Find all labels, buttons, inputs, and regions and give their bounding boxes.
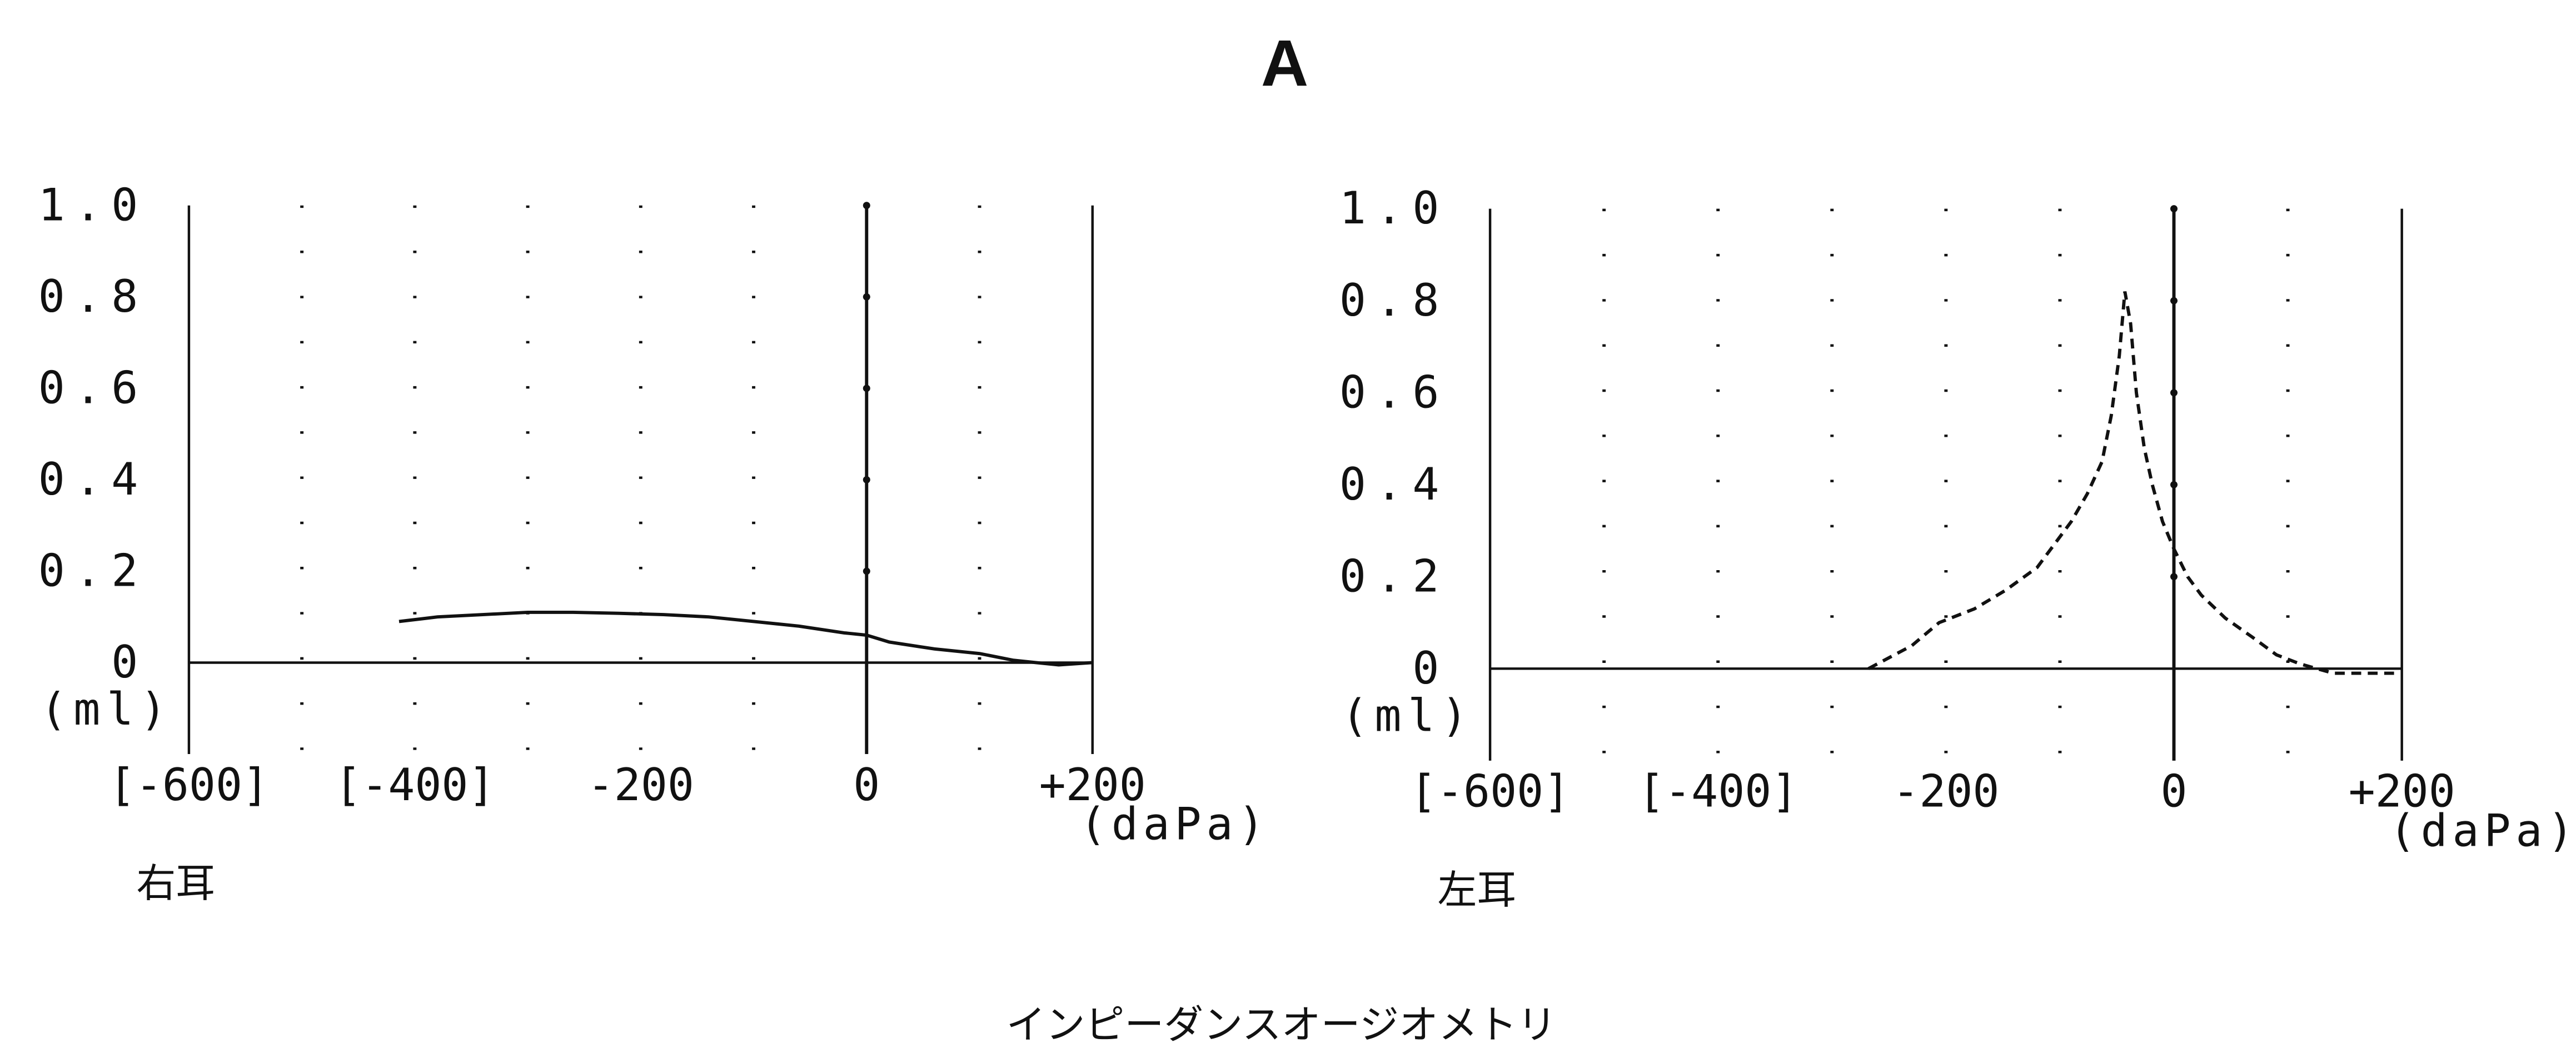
tick-dot	[2170, 297, 2178, 305]
tick-dot	[863, 293, 870, 301]
figure-title: A	[1261, 27, 1308, 100]
data-line	[398, 610, 1093, 667]
y-tick-label: 0.2	[38, 545, 148, 597]
x-tick-label: 0	[853, 759, 880, 811]
tick-dot	[863, 567, 870, 575]
x-tick-label: +200	[2349, 766, 2455, 817]
x-axis-label: (daPa)	[2389, 805, 2576, 857]
tick-dot	[2170, 573, 2178, 581]
data-line	[1867, 291, 2399, 675]
figure-caption: インピーダンスオージオメトリ	[1007, 1001, 1557, 1047]
tick-dot	[2170, 205, 2178, 213]
tick-dot	[863, 385, 870, 392]
y-tick-label: 0.4	[1339, 458, 1449, 510]
x-tick-label: [-400]	[1638, 766, 1798, 817]
panel-subtitle: 左耳	[1438, 867, 1517, 913]
y-tick-label: 0	[111, 636, 148, 688]
y-tick-label: 0.4	[38, 453, 148, 505]
y-tick-label: 0.8	[1339, 275, 1449, 326]
y-tick-label: 0.2	[1339, 550, 1449, 602]
x-tick-label: [-400]	[335, 759, 495, 811]
x-tick-label: -200	[587, 759, 694, 811]
panel-subtitle: 右耳	[136, 860, 215, 906]
y-axis-label: (ml)	[1342, 690, 1474, 742]
y-axis-label: (ml)	[40, 683, 173, 735]
tick-dot	[863, 202, 870, 209]
y-tick-label: 0	[1412, 642, 1449, 694]
x-tick-label: 0	[2160, 766, 2187, 817]
y-tick-label: 0.8	[38, 271, 148, 322]
y-tick-label: 1.0	[38, 179, 148, 231]
x-axis-label: (daPa)	[1080, 799, 1269, 850]
x-tick-label: [-600]	[1410, 766, 1570, 817]
x-tick-label: +200	[1039, 759, 1146, 811]
y-tick-label: 1.0	[1339, 182, 1449, 234]
y-tick-label: 0.6	[1339, 366, 1449, 418]
x-tick-label: -200	[1892, 766, 1999, 817]
x-tick-label: [-600]	[109, 759, 269, 811]
tick-dot	[863, 476, 870, 483]
tick-dot	[2170, 481, 2178, 488]
tick-dot	[2170, 389, 2178, 397]
y-tick-label: 0.6	[38, 362, 148, 413]
